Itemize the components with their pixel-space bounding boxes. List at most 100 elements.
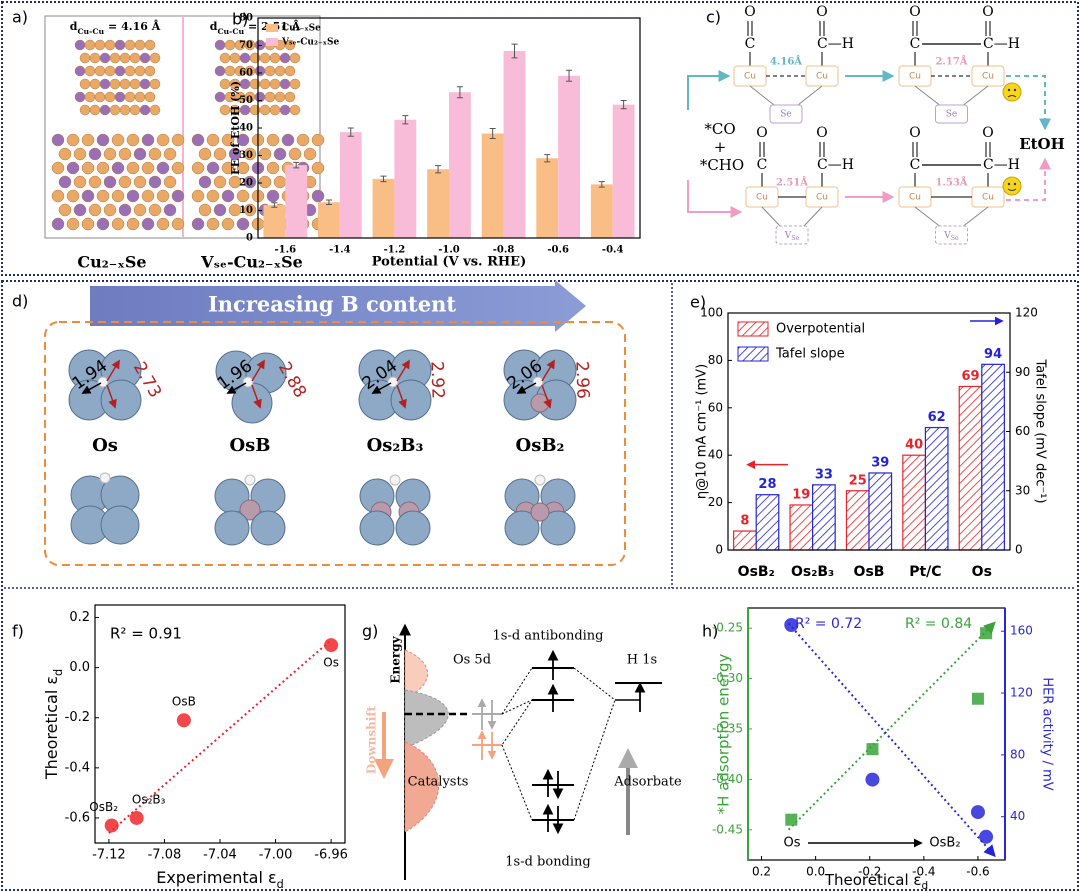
atom xyxy=(228,147,242,161)
panel-label: g) xyxy=(362,622,378,641)
trend-arrow xyxy=(90,280,586,332)
y-tick-label: 40 xyxy=(708,448,723,462)
atom xyxy=(149,78,161,90)
atom xyxy=(221,133,235,147)
atom xyxy=(109,52,121,64)
energy-label: Energy xyxy=(389,635,403,683)
atom xyxy=(198,175,212,189)
point xyxy=(104,818,119,833)
y-tick-label: 30 xyxy=(239,150,253,161)
atom-ch: C—H xyxy=(983,157,1020,173)
bar xyxy=(845,490,870,551)
reactant: *CO xyxy=(704,120,735,138)
atom xyxy=(74,65,86,77)
os-atom xyxy=(100,379,142,421)
atom xyxy=(148,147,162,161)
atom xyxy=(236,161,250,175)
atom xyxy=(163,175,177,189)
atom xyxy=(264,65,276,77)
trend-line xyxy=(787,622,996,858)
x-tick-label: OsB xyxy=(854,564,885,580)
atom xyxy=(206,133,220,147)
atom xyxy=(109,78,121,90)
cu-label: Cu xyxy=(909,193,921,203)
structure-name: Cu₂₋ₓSe xyxy=(77,253,146,272)
x-tick-label: -0.4 xyxy=(912,865,935,879)
panel-label: h) xyxy=(702,622,718,641)
cu-label: Cu xyxy=(756,193,768,203)
bar xyxy=(536,158,559,238)
se-label: Se xyxy=(780,110,792,120)
atom xyxy=(206,161,220,175)
atom xyxy=(213,203,227,217)
atom-c: C xyxy=(757,157,768,173)
point-label: OsB₂ xyxy=(89,800,118,814)
h-atom xyxy=(387,376,399,388)
legend-label: Overpotential xyxy=(776,322,865,337)
distance: 1.53Å xyxy=(935,177,967,189)
distance-arrow xyxy=(541,359,555,382)
h-atom xyxy=(242,376,254,388)
atom xyxy=(141,189,155,203)
x-axis-label: Potential (V vs. RHE) xyxy=(372,255,527,270)
bonding-label: 1s-d bonding xyxy=(505,855,590,870)
atom xyxy=(156,217,170,231)
x-tick-label: -1.0 xyxy=(438,245,460,256)
catalysts-label: Catalysts xyxy=(408,775,469,790)
atom xyxy=(206,189,220,203)
atom xyxy=(81,133,95,147)
bond xyxy=(761,206,781,227)
data-label: 25 xyxy=(849,473,867,488)
atom xyxy=(84,39,96,51)
x-tick-label: 0.2 xyxy=(752,865,771,879)
data-label: 8 xyxy=(740,514,749,529)
downshift-label: Downshift xyxy=(365,705,379,774)
atom-o: O xyxy=(909,125,920,141)
atom xyxy=(96,133,110,147)
atom xyxy=(66,189,80,203)
y-tick-label: -0.30 xyxy=(712,671,743,685)
structure-name: OsB xyxy=(229,435,270,456)
atom xyxy=(96,189,110,203)
atom xyxy=(273,147,287,161)
x-tick-label: Os xyxy=(972,564,992,580)
atom xyxy=(133,147,147,161)
distance-arrow xyxy=(106,359,120,382)
point-label: Os xyxy=(323,656,339,670)
atom xyxy=(224,65,236,77)
flow-arrow xyxy=(1006,75,1051,131)
bar xyxy=(789,504,814,551)
atom xyxy=(118,203,132,217)
bar xyxy=(868,472,893,551)
legend-swatch xyxy=(266,24,278,32)
atom xyxy=(88,203,102,217)
atom xyxy=(119,78,131,90)
atom xyxy=(111,161,125,175)
atom xyxy=(96,217,110,231)
data-label: 69 xyxy=(961,369,979,384)
atom xyxy=(58,147,72,161)
atom xyxy=(58,175,72,189)
atom xyxy=(279,52,291,64)
distance-arrow xyxy=(396,359,410,382)
bar xyxy=(958,385,983,551)
point xyxy=(971,692,984,705)
atom xyxy=(141,133,155,147)
atom xyxy=(171,189,185,203)
x-tick-label: -0.2 xyxy=(858,865,881,879)
y-tick-label: -0.40 xyxy=(712,772,743,786)
distance-label-part: Cu-Cu xyxy=(77,27,104,36)
x-tick-label: -7.00 xyxy=(259,848,293,863)
bond xyxy=(914,206,940,227)
point-label: Os₂B₃ xyxy=(132,792,166,806)
point-label: OsB xyxy=(172,695,196,709)
atom xyxy=(311,133,325,147)
bond xyxy=(797,85,823,106)
atom xyxy=(221,189,235,203)
y-tick-label: 20 xyxy=(239,178,253,189)
atom xyxy=(81,161,95,175)
atom-c: C xyxy=(910,157,921,173)
y-tick-label: 60 xyxy=(239,68,253,79)
distance-arrow xyxy=(396,384,407,409)
